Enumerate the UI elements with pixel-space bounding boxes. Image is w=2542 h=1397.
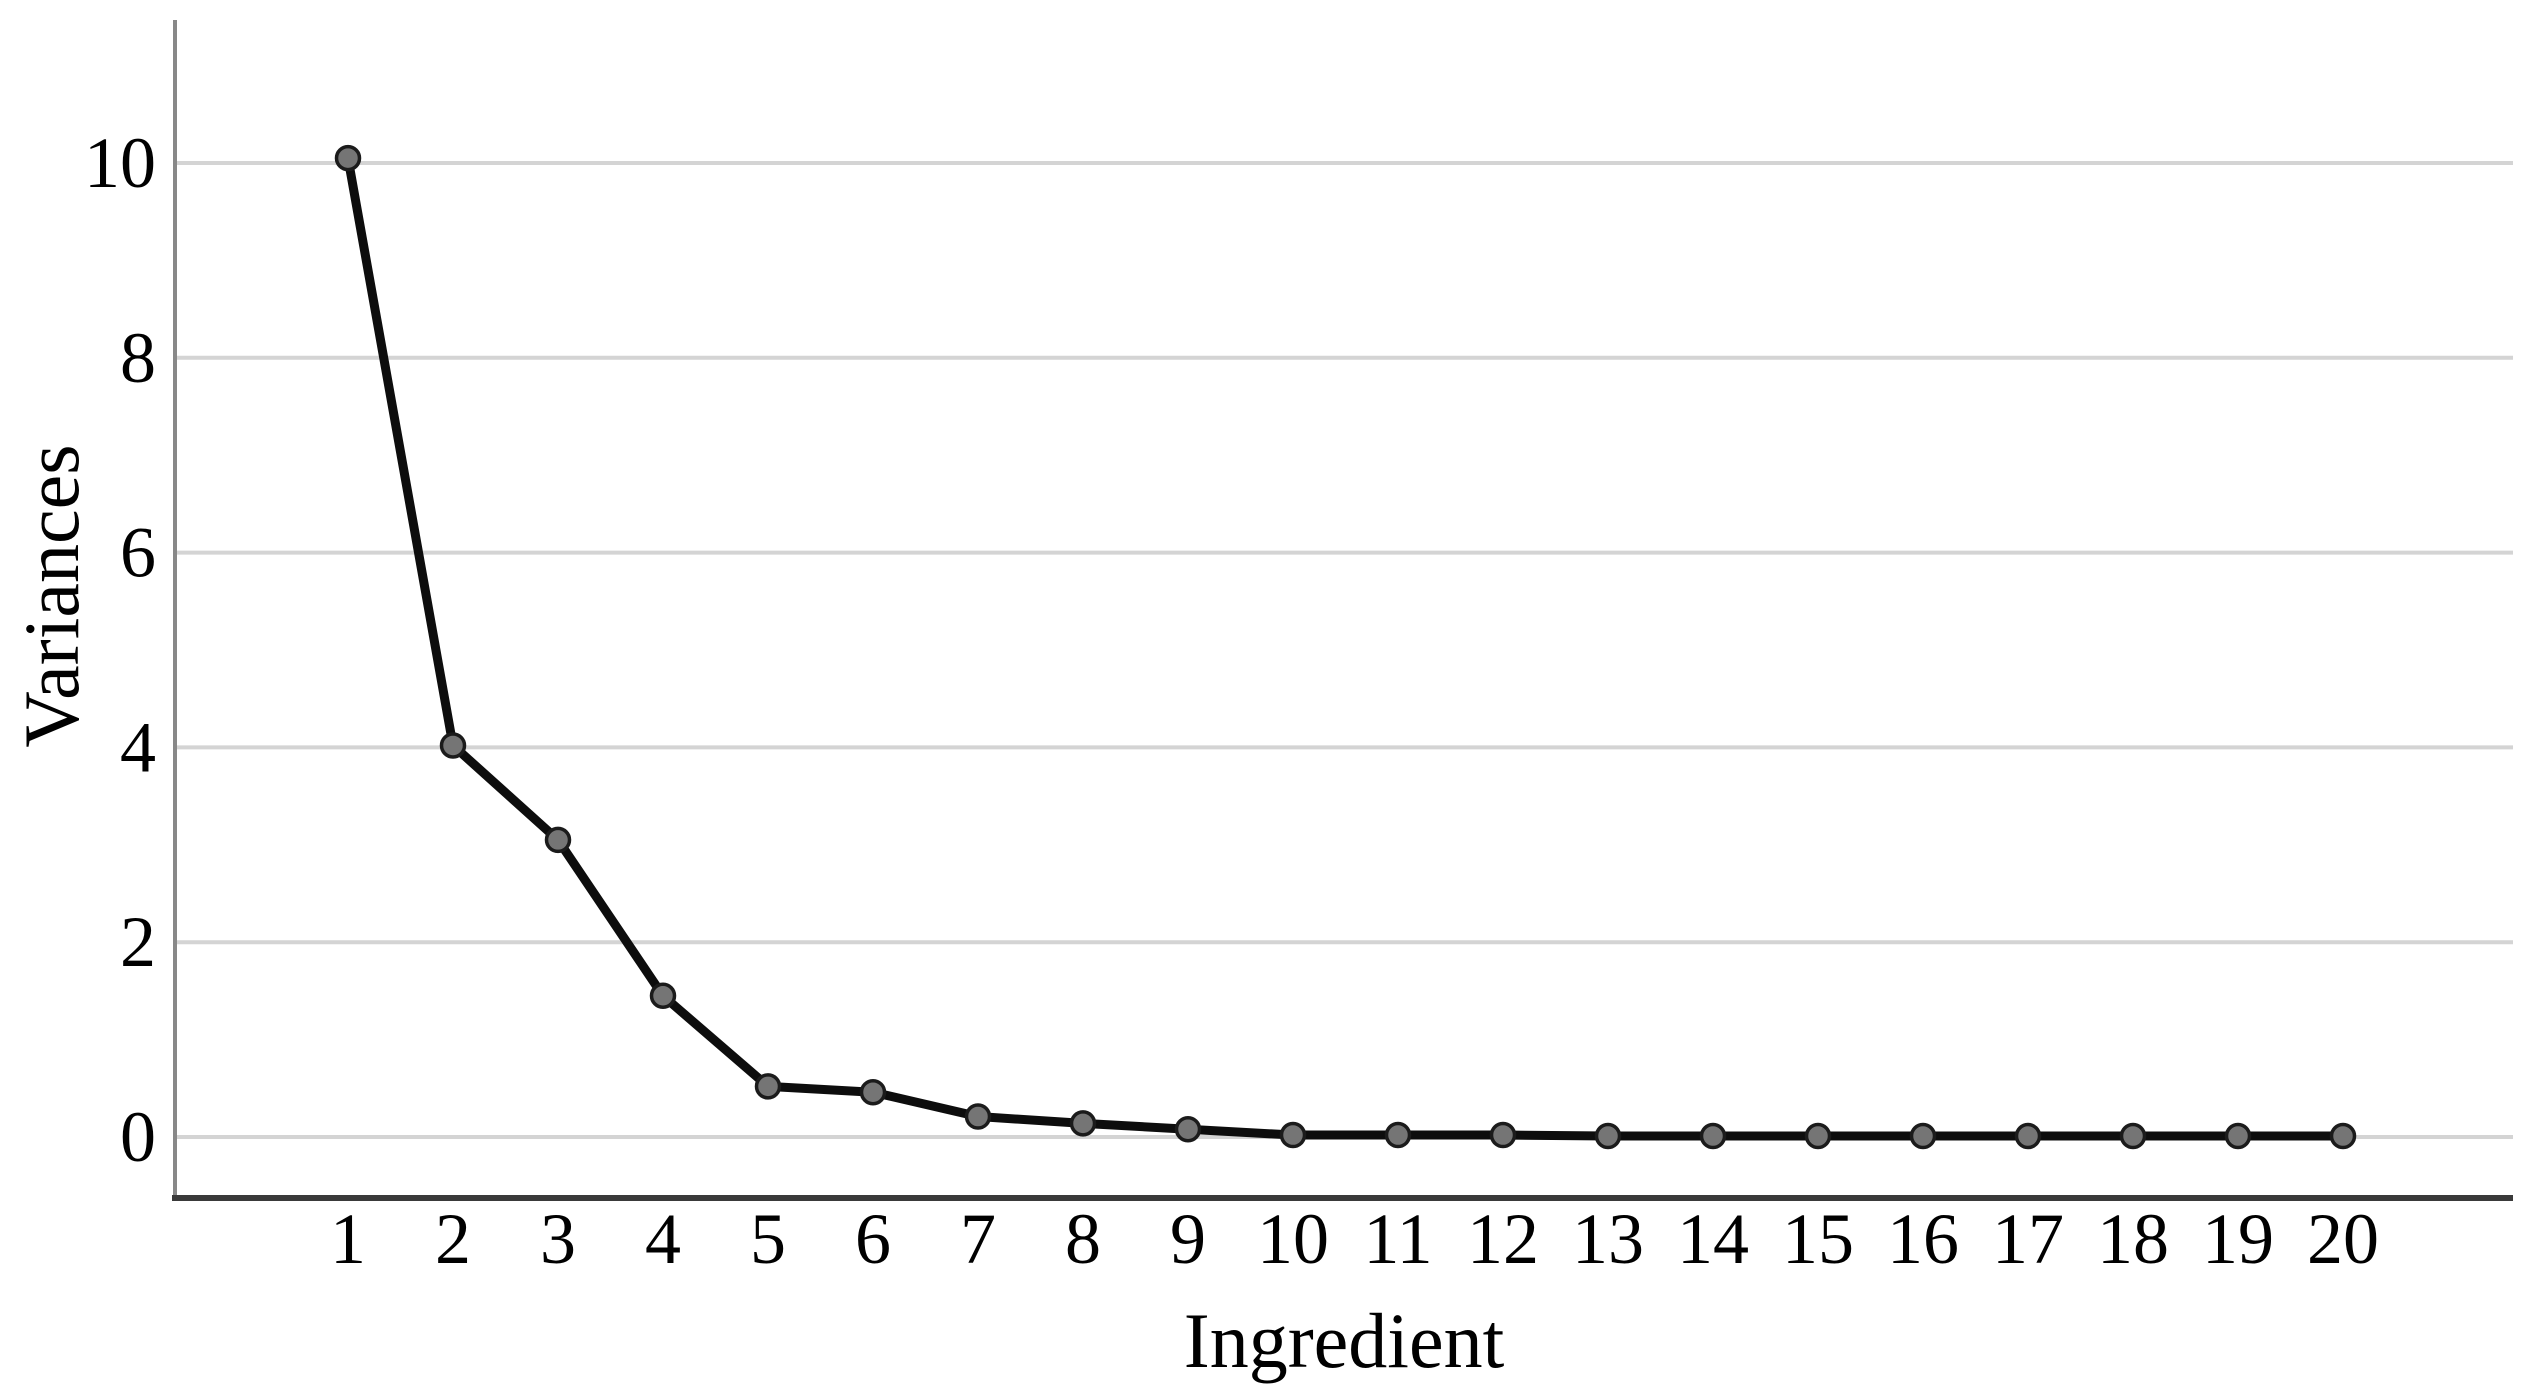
y-axis-title: Variances xyxy=(8,444,95,747)
data-point xyxy=(754,1073,782,1100)
data-point xyxy=(1174,1115,1202,1143)
y-tick-label: 10 xyxy=(84,123,156,203)
y-tick-label: 2 xyxy=(120,902,156,982)
x-tick-label: 8 xyxy=(1065,1199,1101,1279)
y-gridlines xyxy=(177,161,2513,1139)
y-axis-tick-labels: 0 2 4 6 8 10 xyxy=(84,123,156,1177)
y-tick-label: 8 xyxy=(120,318,156,398)
data-point xyxy=(649,982,677,1010)
x-tick-label: 2 xyxy=(435,1199,471,1279)
data-point xyxy=(2119,1122,2147,1150)
data-point xyxy=(334,144,362,172)
data-point xyxy=(1279,1121,1307,1149)
data-point xyxy=(1594,1122,1622,1150)
data-point xyxy=(1804,1122,1832,1150)
x-axis-title: Ingredient xyxy=(1184,1297,1505,1384)
data-point xyxy=(1384,1121,1412,1149)
x-tick-label: 19 xyxy=(2202,1199,2274,1279)
x-tick-label: 15 xyxy=(1782,1199,1854,1279)
x-tick-label: 13 xyxy=(1572,1199,1644,1279)
data-point xyxy=(1909,1122,1937,1150)
x-tick-label: 20 xyxy=(2307,1199,2379,1279)
y-tick-label: 4 xyxy=(120,707,156,787)
x-tick-label: 12 xyxy=(1467,1199,1539,1279)
data-point xyxy=(2014,1122,2042,1150)
x-tick-label: 4 xyxy=(645,1199,681,1279)
y-tick-label: 6 xyxy=(120,513,156,593)
x-tick-label: 14 xyxy=(1677,1199,1749,1279)
data-point xyxy=(1699,1122,1727,1150)
x-tick-label: 3 xyxy=(540,1199,576,1279)
x-tick-label: 5 xyxy=(750,1199,786,1279)
data-point xyxy=(439,732,467,759)
x-tick-label: 11 xyxy=(1363,1199,1432,1279)
data-point xyxy=(1069,1110,1097,1137)
x-tick-label: 16 xyxy=(1887,1199,1959,1279)
data-point xyxy=(2224,1122,2252,1150)
data-point xyxy=(1489,1121,1517,1149)
data-point xyxy=(964,1103,992,1130)
x-tick-label: 17 xyxy=(1992,1199,2064,1279)
data-point xyxy=(859,1078,887,1106)
x-tick-label: 6 xyxy=(855,1199,891,1279)
y-tick-label: 0 xyxy=(120,1097,156,1177)
x-axis-tick-labels: 1 2 3 4 5 6 7 8 9 10 11 12 13 14 15 16 17 18 19 20 xyxy=(330,1199,2379,1279)
x-tick-label: 18 xyxy=(2097,1199,2169,1279)
x-tick-label: 7 xyxy=(960,1199,996,1279)
data-point xyxy=(2329,1122,2357,1150)
x-tick-label: 9 xyxy=(1170,1199,1206,1279)
x-tick-label: 1 xyxy=(330,1199,366,1279)
data-point xyxy=(544,826,572,854)
data-point-markers xyxy=(334,144,2357,1150)
x-tick-label: 10 xyxy=(1257,1199,1329,1279)
series-line xyxy=(343,157,2343,1141)
